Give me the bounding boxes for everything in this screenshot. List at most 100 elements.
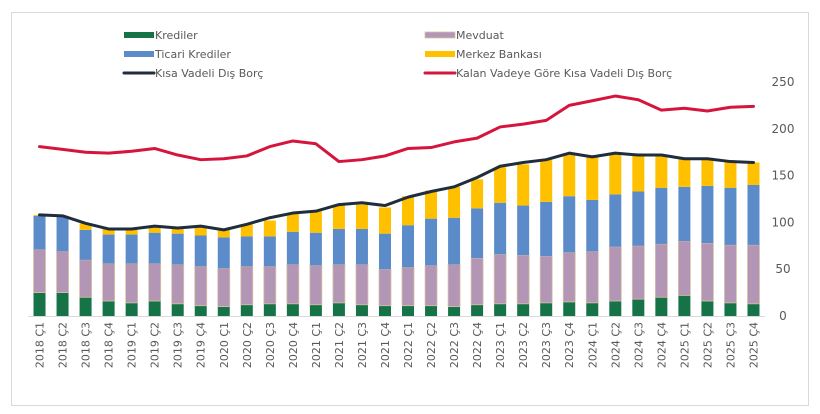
x-axis: 2018 Ç1 2018 Ç2 2018 Ç3 2018 Ç4 2019 Ç1 2019 … [28,316,765,368]
chart-frame [11,12,809,406]
x-tick-label: 2018 Ç1 [34,322,47,368]
bar-mevduat-21 [516,254,530,305]
bar-mevduat-29 [701,242,714,302]
bar-ticari-krediler-20 [494,202,507,255]
x-tick-label: 2018 Ç3 [80,322,93,368]
bar-krediler-27 [655,297,668,316]
bar-merkez-bankas--24 [586,155,599,200]
x-tick-label: 2018 Ç2 [57,322,70,368]
x-tick-label: 2019 Ç3 [172,322,185,368]
y-tick-label: 150 [772,169,795,183]
bar-ticari-krediler-27 [655,187,668,244]
bar-krediler-24 [586,302,599,316]
bar-krediler-12 [309,304,322,316]
bar-merkez-bankas--17 [425,190,438,219]
bar-ticari-krediler-29 [701,185,714,243]
bar-merkez-bankas--5 [148,227,161,233]
bar-ticari-krediler-0 [33,215,46,250]
bar-merkez-bankas--15 [378,207,391,234]
x-tick-label: 2020 Ç3 [264,322,277,368]
bar-mevduat-11 [286,264,300,305]
legend-swatch [425,51,455,57]
bar-mevduat-10 [263,265,277,305]
x-tick-label: 2024 Ç3 [632,322,645,368]
bar-mevduat-2 [79,259,92,298]
bar-merkez-bankas--10 [263,220,276,237]
bar-mevduat-3 [102,263,116,302]
bar-mevduat-28 [677,240,691,296]
bar-mevduat-7 [194,265,208,307]
bar-ticari-krediler-7 [194,235,207,267]
bar-ticari-krediler-17 [425,218,438,266]
x-tick-label: 2019 Ç1 [126,322,139,368]
bar-krediler-20 [494,303,507,316]
bar-krediler-21 [517,303,530,316]
x-tick-label: 2021 Ç2 [333,322,346,368]
bar-ticari-krediler-5 [148,232,161,264]
legend-label: Mevduat [456,29,504,42]
bar-mevduat-22 [539,255,553,304]
x-tick-label: 2025 Ç3 [724,322,737,368]
bar-krediler-26 [632,299,645,316]
bar-merkez-bankas--29 [701,157,714,186]
x-tick-label: 2022 Ç3 [448,322,461,368]
bar-mevduat-23 [562,251,576,303]
bar-mevduat-17 [424,265,438,307]
x-tick-label: 2018 Ç4 [103,322,116,368]
bar-ticari-krediler-24 [586,199,599,252]
x-tick-label: 2024 Ç4 [655,322,668,368]
bar-mevduat-19 [470,257,484,306]
bar-ticari-krediler-23 [563,196,576,253]
bar-merkez-bankas--12 [309,211,322,233]
legend-item: Ticari Krediler [124,48,231,61]
bar-merkez-bankas--26 [632,154,645,192]
x-tick-label: 2023 Ç1 [494,322,507,368]
bar-merkez-bankas--23 [563,154,576,197]
bar-ticari-krediler-6 [171,233,184,265]
x-tick-label: 2021 Ç1 [310,322,323,368]
legend-swatch [124,32,154,38]
bar-krediler-17 [425,305,438,316]
bar-ticari-krediler-25 [609,194,622,247]
bar-mevduat-27 [654,243,668,298]
bar-mevduat-1 [56,251,69,293]
bar-ticari-krediler-30 [724,187,737,245]
bar-mevduat-4 [125,263,139,304]
bar-krediler-18 [448,306,461,316]
bar-krediler-8 [217,306,230,316]
bar-ticari-krediler-3 [102,234,115,264]
bar-mevduat-25 [608,246,622,302]
bar-krediler-1 [56,292,69,316]
bar-ticari-krediler-19 [471,208,484,258]
bar-ticari-krediler-22 [540,201,553,257]
x-tick-label: 2025 Ç2 [701,322,714,368]
y-tick-label: 100 [772,215,795,229]
bar-krediler-13 [332,302,345,316]
bar-merkez-bankas--14 [355,204,368,229]
line-k-sa-vadeli-d-bor- [38,151,755,232]
x-tick-label: 2022 Ç4 [471,322,484,368]
bar-merkez-bankas--22 [540,159,553,202]
x-tick-label: 2023 Ç2 [517,322,530,368]
legend-label: Merkez Bankası [456,48,542,61]
legend: Krediler Mevduat Ticari Krediler Merkez Ban… [122,29,672,80]
bar-mevduat-12 [309,265,323,306]
bar-merkez-bankas--27 [655,155,668,188]
bar-krediler-9 [240,304,253,316]
bar-merkez-bankas--18 [448,186,461,218]
bar-merkez-bankas--21 [517,164,530,206]
bar-krediler-31 [747,303,760,316]
bar-krediler-22 [540,302,553,316]
legend-item: Kalan Vadeye Göre Kısa Vadeli Dış Borç [423,67,672,80]
bar-mevduat-30 [724,244,737,304]
bar-merkez-bankas--9 [240,224,253,237]
bar-merkez-bankas--3 [102,228,115,235]
bar-krediler-4 [125,302,138,316]
bar-ticari-krediler-26 [632,191,645,246]
legend-swatch [124,51,154,57]
bar-merkez-bankas--7 [194,227,207,236]
y-tick-label: 0 [779,309,787,323]
bar-ticari-krediler-8 [217,237,230,269]
bar-mevduat-20 [493,253,507,305]
